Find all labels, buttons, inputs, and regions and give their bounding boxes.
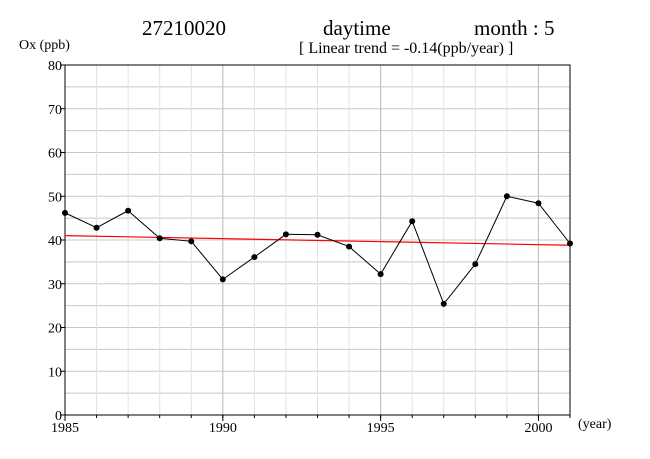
y-axis-label: Ox (ppb) (19, 38, 70, 53)
y-tick-label: 80 (48, 59, 62, 74)
data-point (377, 271, 384, 278)
data-point (125, 207, 132, 214)
month-label: month : 5 (474, 16, 555, 40)
data-point (440, 300, 447, 307)
y-tick-label: 20 (48, 322, 62, 337)
y-tick-label: 60 (48, 147, 62, 162)
y-axis-ticks: 0 10 20 30 40 50 60 70 80 (48, 59, 65, 424)
data-point (62, 209, 68, 216)
y-tick-label: 0 (55, 409, 62, 424)
data-point (93, 224, 100, 231)
y-tick-label: 70 (48, 103, 62, 118)
data-point (156, 235, 163, 242)
y-tick-label: 50 (48, 190, 62, 205)
data-point (409, 218, 416, 225)
linear-trend-label: [ Linear trend = -0.14(ppb/year) ] (299, 40, 514, 57)
data-point (188, 238, 195, 245)
trend-line (64, 235, 571, 246)
data-point (567, 240, 573, 247)
data-point (251, 254, 258, 261)
x-axis-label: (year) (578, 417, 612, 432)
x-tick-label: 1985 (51, 421, 79, 436)
period-label: daytime (323, 16, 391, 40)
x-axis-ticks: 1985 1990 1995 2000 (51, 415, 571, 436)
data-point (503, 193, 510, 200)
x-tick-label: 2000 (524, 421, 552, 436)
data-point (282, 231, 289, 238)
x-tick-label: 1990 (209, 421, 237, 436)
data-point (346, 243, 353, 250)
x-tick-label: 1995 (367, 421, 395, 436)
data-point (314, 231, 321, 238)
y-tick-label: 10 (48, 365, 62, 380)
y-tick-label: 40 (48, 234, 62, 249)
data-points (62, 193, 573, 307)
data-point (535, 200, 542, 207)
y-tick-label: 30 (48, 278, 62, 293)
data-point (472, 261, 479, 268)
data-point (219, 276, 226, 283)
station-code: 27210020 (142, 16, 226, 40)
